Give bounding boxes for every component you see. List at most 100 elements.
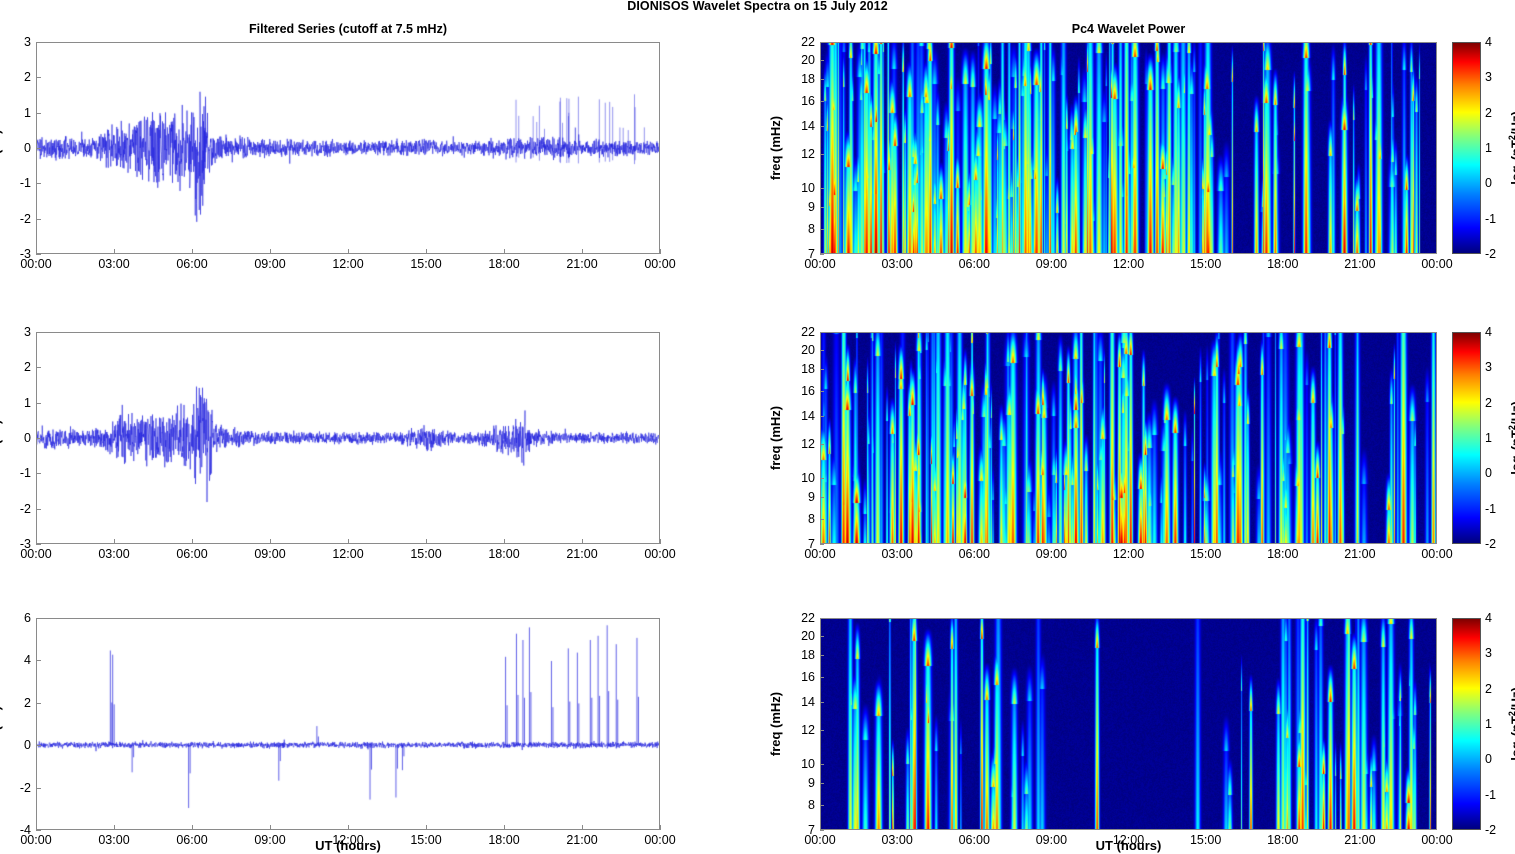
left-ytick-y-component-timeseries--2: -2: [19, 501, 31, 516]
left-xtickmark: [114, 825, 115, 830]
freq-ytickmark: [820, 701, 824, 703]
freq-ytick-y-wavelet-power-18: 18: [801, 362, 815, 377]
colorbar-tick-0-1: 1: [1485, 141, 1492, 155]
freq-ytickmark: [820, 332, 824, 333]
freq-ytickmark: [820, 59, 824, 61]
left-column-title: Filtered Series (cutoff at 7.5 mHz): [249, 22, 447, 36]
freq-ytickmark: [820, 830, 824, 831]
freq-ytick-x-wavelet-power-16: 16: [801, 93, 815, 108]
left-xtick-y-component-timeseries-2: 06:00: [176, 547, 208, 561]
left-ytick-x-component-timeseries-1: 1: [24, 105, 31, 120]
colorbar-tick-2-2: 2: [1485, 681, 1492, 696]
right-xtick-y-wavelet-power-1: 03:00: [881, 547, 913, 561]
left-ytickmark: [36, 112, 41, 114]
freq-ytickmark: [820, 618, 824, 619]
left-ylabel-z-component-timeseries: Z (nT): [0, 705, 3, 742]
freq-ytick-y-wavelet-power-12: 12: [801, 437, 815, 452]
right-column-title: Pc4 Wavelet Power: [1071, 22, 1186, 36]
left-xtickmark: [36, 249, 37, 254]
left-xtick-x-component-timeseries-1: 03:00: [98, 257, 130, 271]
left-ytick-y-component-timeseries--3: -3: [19, 537, 31, 551]
x-wavelet-canvas: [821, 43, 1436, 253]
left-xtickmark: [504, 825, 505, 830]
freq-ytick-y-wavelet-power-20: 20: [801, 342, 815, 357]
right-xtick-y-wavelet-power-2: 06:00: [958, 547, 990, 561]
left-ylabel-y-component-timeseries: Y (nT): [0, 419, 3, 457]
left-xtickmark: [660, 539, 661, 544]
left-xtick-z-component-timeseries-3: 09:00: [254, 833, 286, 847]
colorbar-tick-1--2: -2: [1485, 537, 1497, 551]
left-xtick-x-component-timeseries-6: 18:00: [488, 257, 520, 271]
x-wavelet-axes: [820, 42, 1437, 254]
left-ytick-z-component-timeseries--4: -4: [19, 823, 31, 837]
left-ytickmark: [36, 254, 41, 255]
left-ytick-z-component-timeseries--2: -2: [19, 780, 31, 795]
left-ytick-x-component-timeseries-3: 3: [24, 35, 31, 49]
left-ytickmark: [36, 218, 41, 220]
left-ytick-x-component-timeseries--1: -1: [19, 176, 31, 191]
left-ytickmark: [36, 367, 41, 369]
freq-ytick-x-wavelet-power-7: 7: [808, 247, 815, 261]
freq-ytick-y-wavelet-power-16: 16: [801, 383, 815, 398]
figure-title: DIONISOS Wavelet Spectra on 15 July 2012: [627, 0, 888, 13]
freq-ytick-y-wavelet-power-8: 8: [808, 512, 815, 527]
freq-ytick-z-wavelet-power-10: 10: [801, 756, 815, 771]
x-timeseries-canvas: [37, 43, 659, 253]
freq-ytick-y-wavelet-power-14: 14: [801, 408, 815, 423]
left-ylabel-x-component-timeseries: X (nT): [0, 129, 3, 167]
right-xtick-z-wavelet-power-7: 21:00: [1344, 833, 1376, 847]
freq-ytickmark: [820, 783, 824, 785]
right-xtick-y-wavelet-power-6: 18:00: [1267, 547, 1299, 561]
freq-ytickmark: [820, 42, 824, 43]
colorbar-tick-2-1: 1: [1485, 717, 1492, 731]
left-ytickmark: [36, 402, 41, 404]
y-timeseries-canvas: [37, 333, 659, 543]
left-ytickmark: [36, 787, 41, 789]
colorbar-tick-0-3: 3: [1485, 70, 1492, 85]
colorbar-label-0: log2(nT2/Hz): [1507, 111, 1515, 185]
right-xtick-y-wavelet-power-4: 12:00: [1112, 547, 1145, 561]
freq-ytick-y-wavelet-power-10: 10: [801, 470, 815, 485]
left-xtick-z-component-timeseries-4: 12:00: [332, 833, 364, 847]
left-ytickmark: [36, 660, 41, 662]
left-ytickmark: [36, 438, 41, 439]
colorbar-tick-2-3: 3: [1485, 646, 1492, 661]
right-xtick-y-wavelet-power-8: 00:00: [1421, 547, 1453, 561]
freq-ytickmark: [820, 154, 824, 156]
freq-ytickmark: [820, 125, 824, 127]
left-xtickmark: [114, 539, 115, 544]
right-xtick-y-wavelet-power-3: 09:00: [1035, 547, 1068, 561]
left-xtickmark: [582, 825, 583, 830]
freq-ytick-z-wavelet-power-7: 7: [808, 823, 815, 837]
right-xtick-x-wavelet-power-1: 03:00: [881, 257, 913, 271]
left-ytickmark: [36, 183, 41, 185]
freq-ytick-x-wavelet-power-22: 22: [801, 35, 815, 49]
colorbar-tick-2-0: 0: [1485, 752, 1492, 767]
left-ytickmark: [36, 618, 41, 619]
left-ytickmark: [36, 544, 41, 545]
left-xtick-x-component-timeseries-8: 00:00: [644, 257, 676, 271]
freq-ytick-z-wavelet-power-22: 22: [801, 611, 815, 625]
right-ylabel-z-wavelet-power: freq (mHz): [768, 691, 783, 757]
freq-ytick-x-wavelet-power-18: 18: [801, 72, 815, 87]
left-xtick-z-component-timeseries-8: 00:00: [644, 833, 676, 847]
left-ytick-y-component-timeseries-0: 0: [24, 431, 31, 445]
left-ytickmark: [36, 148, 41, 149]
left-xtick-y-component-timeseries-4: 12:00: [332, 547, 364, 561]
left-xtickmark: [270, 539, 271, 544]
freq-ytick-y-wavelet-power-9: 9: [808, 490, 815, 505]
freq-ytick-z-wavelet-power-20: 20: [801, 628, 815, 643]
left-xtickmark: [426, 539, 427, 544]
colorbar-tick-0-0: 0: [1485, 176, 1492, 191]
colorbar-tick-0-4: 4: [1485, 35, 1492, 49]
left-xtickmark: [192, 249, 193, 254]
left-xtick-y-component-timeseries-0: 00:00: [20, 547, 52, 561]
colorbar-tick-0--2: -2: [1485, 247, 1497, 261]
colorbar-tick-0-2: 2: [1485, 105, 1492, 120]
y-wavelet-axes: [820, 332, 1437, 544]
freq-ytickmark: [820, 207, 824, 209]
y-timeseries-axes: [36, 332, 660, 544]
right-xtick-y-wavelet-power-0: 00:00: [804, 547, 836, 561]
freq-ytickmark: [820, 730, 824, 732]
left-xtick-z-component-timeseries-6: 18:00: [488, 833, 520, 847]
